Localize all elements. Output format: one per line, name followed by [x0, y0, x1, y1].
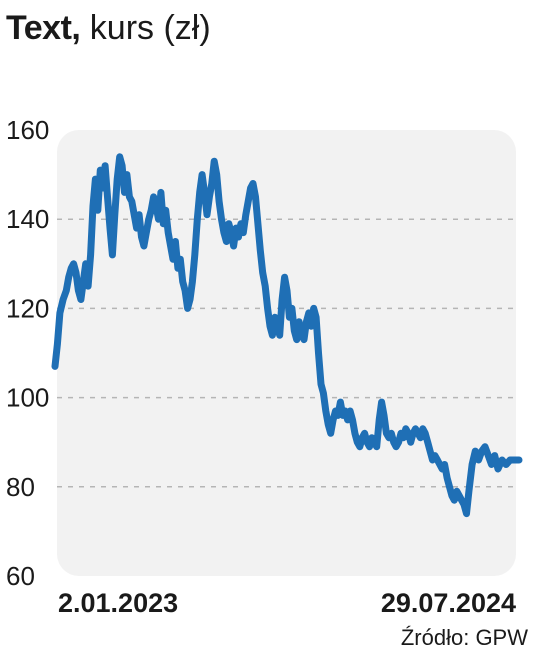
y-tick-label: 60: [6, 561, 35, 591]
y-tick-label: 140: [6, 204, 49, 234]
y-axis-ticks: 60 80 100 120 140 160: [6, 115, 49, 591]
series-group: [51, 153, 523, 518]
plot-background: [57, 130, 516, 576]
x-tick-label: 2.01.2023: [58, 588, 178, 618]
chart-title: Text, kurs (zł): [6, 8, 211, 48]
y-tick-label: 120: [6, 293, 49, 323]
x-tick-label: 29.07.2024: [381, 588, 516, 618]
chart-title-unit: kurs (zł): [80, 9, 211, 47]
y-tick-label: 100: [6, 383, 49, 413]
source-note: Źródło: GPW: [400, 625, 528, 650]
y-tick-label: 160: [6, 115, 49, 145]
y-tick-label: 80: [6, 472, 35, 502]
chart-title-bold: Text,: [6, 9, 81, 47]
x-axis-ticks: 2.01.2023 29.07.2024: [58, 588, 516, 618]
series-line: [51, 153, 523, 518]
